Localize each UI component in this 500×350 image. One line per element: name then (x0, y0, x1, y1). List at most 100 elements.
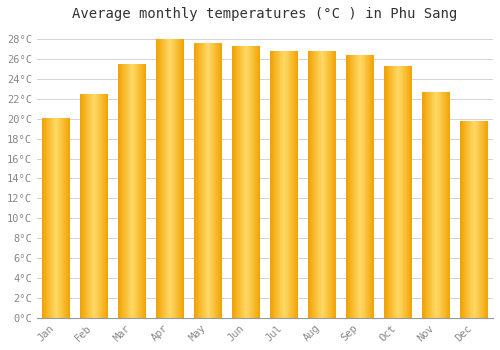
Bar (277, 51, 278, 318)
Bar (422, 92, 423, 318)
Bar (65, 118, 66, 318)
Bar (477, 121, 478, 318)
Bar (62, 118, 63, 318)
Bar (364, 55, 365, 318)
Bar (468, 121, 469, 318)
Bar (293, 51, 294, 318)
Bar (243, 46, 244, 318)
Bar (484, 121, 486, 318)
Bar (156, 39, 157, 318)
Bar (406, 66, 408, 318)
Bar (170, 39, 172, 318)
Bar (137, 64, 138, 318)
Bar (469, 121, 470, 318)
Bar (401, 66, 402, 318)
Bar (296, 51, 297, 318)
Bar (291, 51, 292, 318)
Bar (138, 64, 139, 318)
Bar (141, 64, 142, 318)
Bar (332, 51, 334, 318)
Bar (214, 43, 215, 318)
Bar (68, 118, 70, 318)
Bar (182, 39, 184, 318)
Bar (432, 92, 433, 318)
Bar (319, 51, 320, 318)
Bar (259, 46, 260, 318)
Bar (405, 66, 406, 318)
Bar (194, 43, 195, 318)
Bar (160, 39, 162, 318)
Bar (50, 118, 51, 318)
Bar (474, 121, 475, 318)
Bar (159, 39, 160, 318)
Bar (235, 46, 236, 318)
Bar (395, 66, 396, 318)
Bar (210, 43, 211, 318)
Bar (448, 92, 449, 318)
Bar (258, 46, 259, 318)
Bar (353, 55, 354, 318)
Bar (310, 51, 312, 318)
Bar (66, 118, 67, 318)
Bar (355, 55, 356, 318)
Bar (176, 39, 177, 318)
Bar (278, 51, 279, 318)
Bar (233, 46, 234, 318)
Bar (251, 46, 252, 318)
Bar (217, 43, 218, 318)
Bar (431, 92, 432, 318)
Bar (67, 118, 68, 318)
Bar (288, 51, 289, 318)
Bar (326, 51, 327, 318)
Bar (213, 43, 214, 318)
Bar (282, 51, 283, 318)
Bar (172, 39, 174, 318)
Bar (234, 46, 235, 318)
Bar (248, 46, 249, 318)
Bar (434, 92, 436, 318)
Bar (121, 64, 122, 318)
Bar (438, 92, 439, 318)
Bar (179, 39, 180, 318)
Bar (460, 121, 461, 318)
Bar (487, 121, 488, 318)
Bar (58, 118, 59, 318)
Bar (238, 46, 239, 318)
Bar (127, 64, 128, 318)
Bar (476, 121, 477, 318)
Bar (242, 46, 243, 318)
Bar (347, 55, 348, 318)
Bar (60, 118, 61, 318)
Bar (467, 121, 468, 318)
Bar (208, 43, 210, 318)
Bar (297, 51, 298, 318)
Bar (216, 43, 217, 318)
Bar (408, 66, 410, 318)
Bar (373, 55, 374, 318)
Bar (196, 43, 197, 318)
Bar (165, 39, 166, 318)
Bar (480, 121, 481, 318)
Bar (80, 94, 81, 318)
Bar (318, 51, 319, 318)
Bar (83, 94, 84, 318)
Bar (119, 64, 120, 318)
Bar (271, 51, 272, 318)
Bar (204, 43, 205, 318)
Bar (386, 66, 388, 318)
Bar (394, 66, 395, 318)
Bar (46, 118, 48, 318)
Bar (144, 64, 146, 318)
Bar (294, 51, 296, 318)
Bar (246, 46, 248, 318)
Bar (426, 92, 427, 318)
Bar (254, 46, 255, 318)
Bar (396, 66, 398, 318)
Bar (177, 39, 178, 318)
Bar (444, 92, 446, 318)
Bar (134, 64, 136, 318)
Bar (449, 92, 450, 318)
Bar (334, 51, 335, 318)
Bar (81, 94, 82, 318)
Bar (443, 92, 444, 318)
